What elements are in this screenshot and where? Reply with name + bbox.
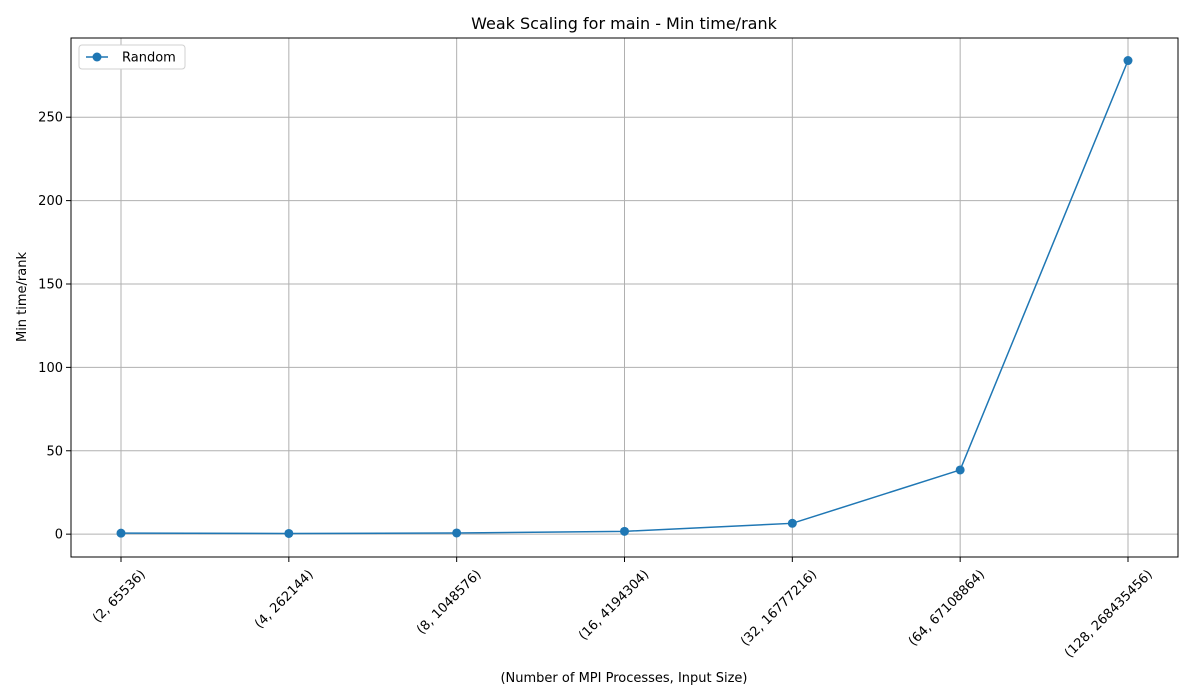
y-axis-ticks: 0 50 100 150 200 250 <box>38 111 71 543</box>
data-point <box>620 526 629 536</box>
legend-marker <box>92 52 102 62</box>
y-tick-label: 50 <box>46 444 63 459</box>
y-tick-label: 0 <box>55 528 63 543</box>
chart-title: Weak Scaling for main - Min time/rank <box>471 14 777 33</box>
x-axis-label: (Number of MPI Processes, Input Size) <box>500 671 747 686</box>
grid-layer <box>71 38 1178 557</box>
data-point <box>1123 56 1133 66</box>
data-point <box>452 528 462 538</box>
y-tick-label: 200 <box>38 194 63 209</box>
data-point <box>284 528 294 538</box>
series-layer <box>116 56 1133 538</box>
y-tick-label: 250 <box>38 111 63 126</box>
data-point <box>116 528 126 538</box>
data-point <box>955 465 965 475</box>
y-tick-label: 150 <box>38 277 63 292</box>
y-tick-label: 100 <box>38 361 63 376</box>
y-axis-label: Min time/rank <box>15 252 30 343</box>
legend-box <box>78 44 186 70</box>
data-point <box>787 518 797 528</box>
legend: Random <box>78 44 186 70</box>
legend-label: Random <box>122 51 176 66</box>
